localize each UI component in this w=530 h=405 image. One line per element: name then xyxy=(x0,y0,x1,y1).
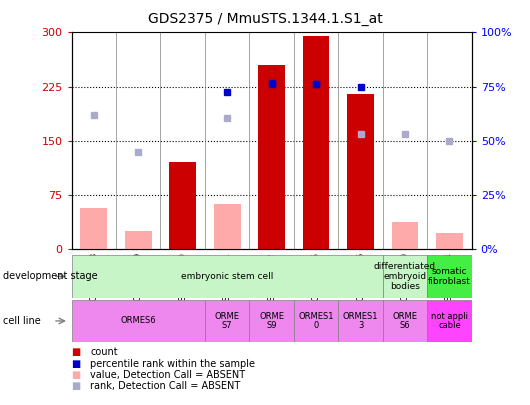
Bar xyxy=(303,36,330,249)
Bar xyxy=(214,204,241,249)
Text: value, Detection Call = ABSENT: value, Detection Call = ABSENT xyxy=(90,370,245,380)
Bar xyxy=(392,222,418,249)
Text: ORME
S7: ORME S7 xyxy=(215,312,240,330)
Text: count: count xyxy=(90,347,118,357)
Text: somatic
fibroblast: somatic fibroblast xyxy=(428,267,471,286)
Text: embryonic stem cell: embryonic stem cell xyxy=(181,272,273,281)
Bar xyxy=(125,231,152,249)
Bar xyxy=(383,255,427,298)
Bar xyxy=(250,300,294,342)
Text: differentiated
embryoid
bodies: differentiated embryoid bodies xyxy=(374,262,436,291)
Text: ORMES6: ORMES6 xyxy=(120,316,156,326)
Bar xyxy=(338,300,383,342)
Bar xyxy=(81,208,107,249)
Text: development stage: development stage xyxy=(3,271,98,281)
Bar xyxy=(383,300,427,342)
Text: ■: ■ xyxy=(72,382,81,391)
Bar xyxy=(347,94,374,249)
Bar xyxy=(258,65,285,249)
Bar xyxy=(436,233,463,249)
Bar xyxy=(72,300,205,342)
Text: ■: ■ xyxy=(72,359,81,369)
Bar xyxy=(427,300,472,342)
Bar xyxy=(294,300,338,342)
Text: percentile rank within the sample: percentile rank within the sample xyxy=(90,359,255,369)
Text: cell line: cell line xyxy=(3,316,40,326)
Bar xyxy=(72,255,383,298)
Text: ■: ■ xyxy=(72,347,81,357)
Text: ORMES1
0: ORMES1 0 xyxy=(298,312,334,330)
Text: ORME
S9: ORME S9 xyxy=(259,312,284,330)
Text: GDS2375 / MmuSTS.1344.1.S1_at: GDS2375 / MmuSTS.1344.1.S1_at xyxy=(148,12,382,26)
Text: ■: ■ xyxy=(72,370,81,380)
Text: rank, Detection Call = ABSENT: rank, Detection Call = ABSENT xyxy=(90,382,240,391)
Bar xyxy=(205,300,250,342)
Bar xyxy=(170,162,196,249)
Bar xyxy=(427,255,472,298)
Text: not appli
cable: not appli cable xyxy=(431,312,468,330)
Text: ORMES1
3: ORMES1 3 xyxy=(343,312,378,330)
Text: ORME
S6: ORME S6 xyxy=(393,312,418,330)
